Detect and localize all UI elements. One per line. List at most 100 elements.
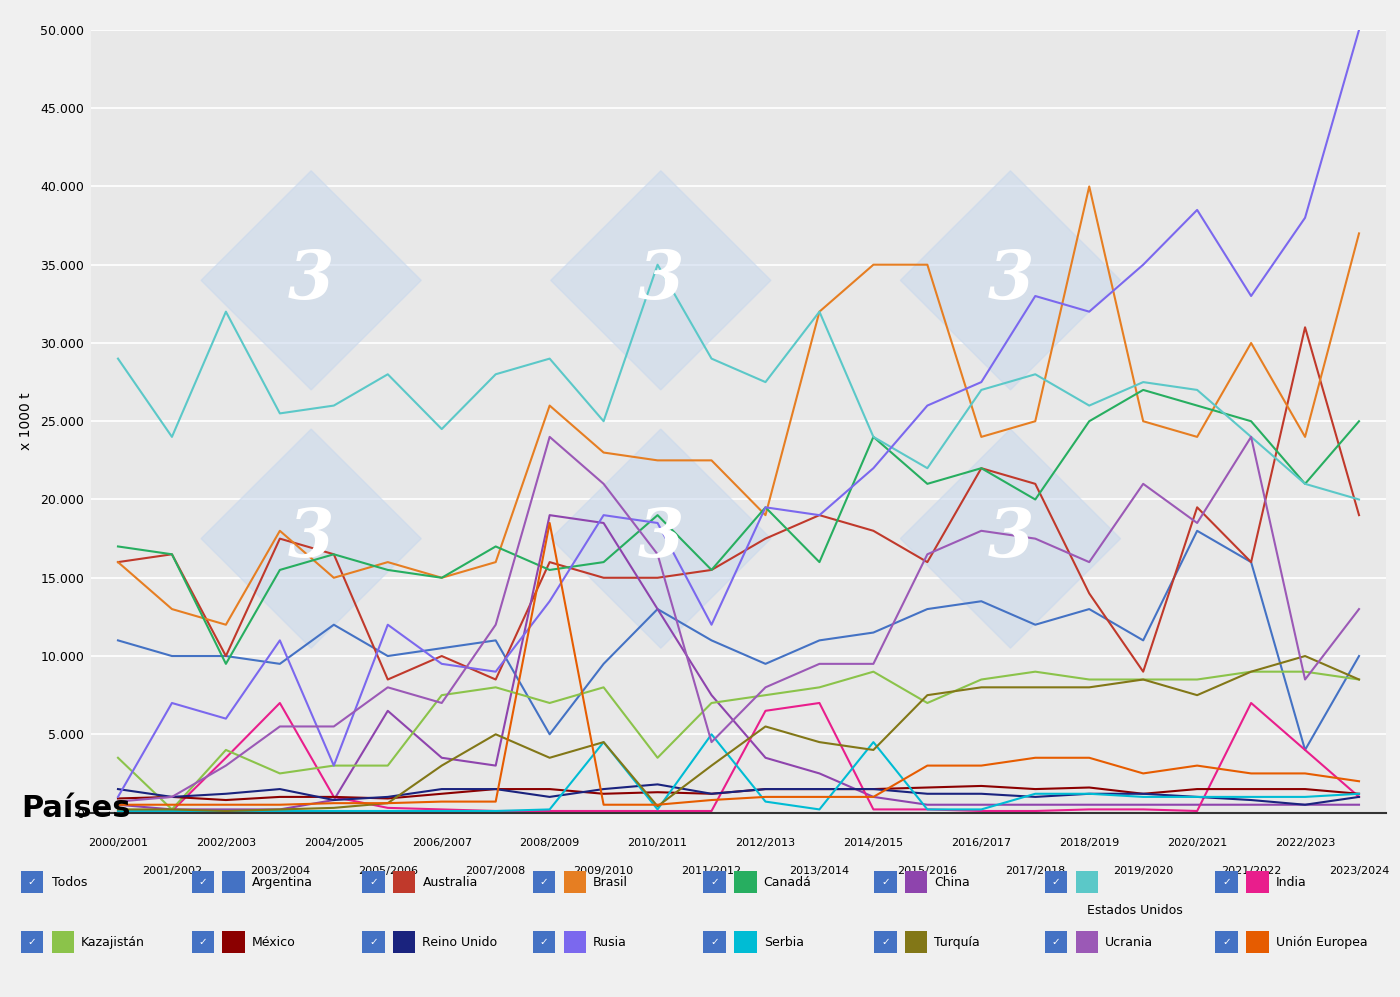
Reino Unido — [973, 788, 990, 800]
Estados Unidos — [1351, 494, 1368, 505]
Brasil — [703, 455, 720, 467]
Ucrania — [865, 658, 882, 670]
Text: 2003/2004: 2003/2004 — [249, 865, 309, 875]
Estados Unidos — [1135, 376, 1152, 388]
Reino Unido — [1351, 791, 1368, 803]
India — [973, 805, 990, 817]
Australia — [918, 556, 935, 568]
China — [865, 791, 882, 803]
China — [542, 509, 559, 521]
Reino Unido — [109, 783, 126, 795]
China — [434, 752, 451, 764]
México — [164, 791, 181, 803]
Canadá — [1351, 416, 1368, 428]
India — [1243, 697, 1260, 709]
Ucrania — [703, 736, 720, 748]
Text: India: India — [1275, 875, 1306, 889]
Text: Rusia: Rusia — [594, 935, 627, 949]
Reino Unido — [757, 783, 774, 795]
Ucrania — [109, 796, 126, 808]
Polygon shape — [550, 170, 771, 390]
Reino Unido — [379, 791, 396, 803]
Text: 2015/2016: 2015/2016 — [897, 865, 958, 875]
Argentina — [272, 658, 288, 670]
México — [1351, 788, 1368, 800]
India — [1135, 804, 1152, 816]
Text: ✓: ✓ — [710, 937, 720, 947]
Text: ✓: ✓ — [540, 937, 549, 947]
Rusia — [434, 658, 451, 670]
Text: ✓: ✓ — [28, 877, 36, 887]
Argentina — [487, 634, 504, 646]
Australia — [865, 524, 882, 536]
Brasil — [1351, 227, 1368, 239]
Text: 2012/2013: 2012/2013 — [735, 837, 795, 847]
Ucrania — [217, 760, 234, 772]
Turquía — [542, 752, 559, 764]
Unión Europea — [1351, 776, 1368, 788]
Rusia — [109, 791, 126, 803]
Text: 3: 3 — [987, 506, 1033, 571]
Brasil — [272, 524, 288, 536]
Canadá — [811, 556, 827, 568]
México — [1026, 783, 1043, 795]
India — [1189, 805, 1205, 817]
Text: ✓: ✓ — [28, 937, 36, 947]
Australia — [1026, 478, 1043, 490]
Kazajistán — [272, 768, 288, 780]
Unión Europea — [1243, 768, 1260, 780]
Brasil — [109, 556, 126, 568]
China — [379, 705, 396, 717]
Canadá — [703, 564, 720, 576]
Australia — [1351, 509, 1368, 521]
Brasil — [217, 619, 234, 631]
Ucrania — [650, 548, 666, 560]
India — [811, 697, 827, 709]
Brasil — [542, 400, 559, 412]
Argentina — [109, 634, 126, 646]
Ucrania — [918, 548, 935, 560]
Text: ✓: ✓ — [1051, 937, 1060, 947]
Estados Unidos — [434, 423, 451, 435]
Brasil — [865, 259, 882, 271]
Canadá — [164, 548, 181, 560]
Text: 2023/2024: 2023/2024 — [1329, 865, 1389, 875]
Canadá — [918, 478, 935, 490]
Text: ✓: ✓ — [1222, 937, 1231, 947]
Argentina — [1026, 619, 1043, 631]
México — [109, 793, 126, 805]
Text: 2007/2008: 2007/2008 — [466, 865, 526, 875]
India — [1081, 804, 1098, 816]
Canadá — [1296, 478, 1313, 490]
Serbia — [595, 736, 612, 748]
México — [1296, 783, 1313, 795]
Argentina — [1351, 650, 1368, 662]
Turquía — [918, 689, 935, 701]
Text: Unión Europea: Unión Europea — [1275, 935, 1368, 949]
Serbia — [865, 736, 882, 748]
Reino Unido — [487, 783, 504, 795]
Brasil — [487, 556, 504, 568]
Estados Unidos — [1026, 368, 1043, 380]
Argentina — [325, 619, 342, 631]
Rusia — [1189, 204, 1205, 216]
Australia — [1243, 556, 1260, 568]
Rusia — [487, 666, 504, 678]
Kazajistán — [918, 697, 935, 709]
Turquía — [811, 736, 827, 748]
Estados Unidos — [757, 376, 774, 388]
Rusia — [757, 501, 774, 513]
Line: Australia: Australia — [118, 327, 1359, 680]
Brasil — [434, 572, 451, 584]
Argentina — [1189, 524, 1205, 536]
México — [1243, 783, 1260, 795]
China — [650, 603, 666, 615]
Unión Europea — [109, 799, 126, 811]
Kazajistán — [434, 689, 451, 701]
Text: 3: 3 — [288, 248, 335, 313]
Canadá — [1081, 416, 1098, 428]
Brasil — [973, 431, 990, 443]
Kazajistán — [109, 752, 126, 764]
Turquía — [434, 760, 451, 772]
Y-axis label: x 1000 t: x 1000 t — [20, 393, 34, 450]
